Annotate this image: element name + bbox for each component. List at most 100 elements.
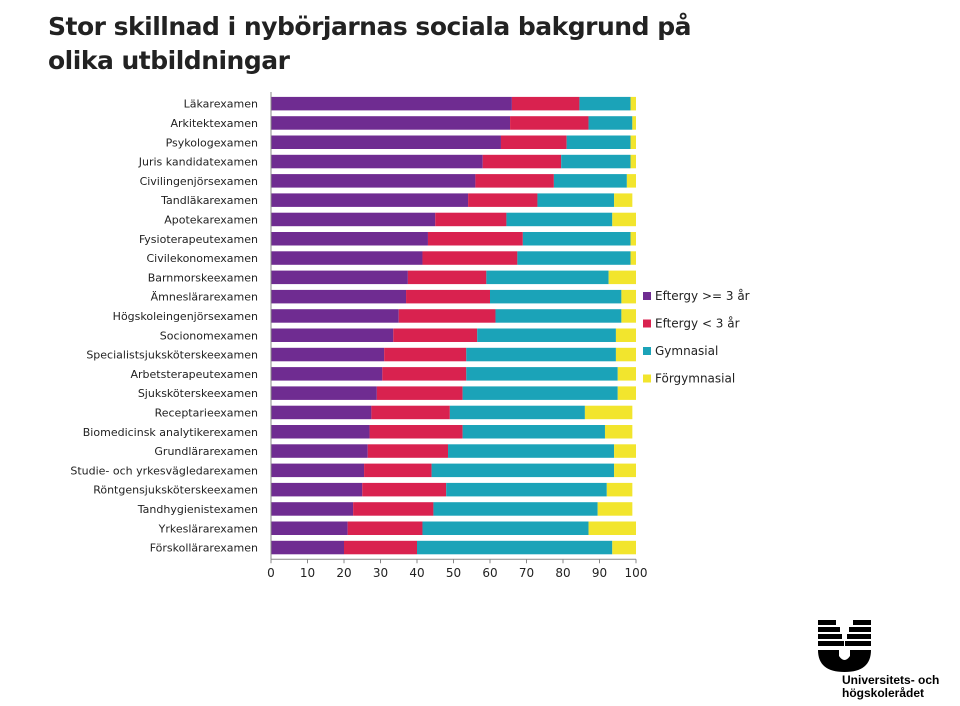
bar-segment-18-2 [369,425,463,439]
legend-label: Eftergy < 3 år [655,317,740,331]
bar-segment-2-2 [510,116,589,130]
bar-segment-5-3 [553,174,627,188]
bar-segment-24-4 [612,540,636,555]
bar-segment-7-2 [435,212,507,227]
category-label: Apotekarexamen [164,213,258,226]
bar-segment-13-3 [477,328,616,342]
bar-segment-1-1 [271,96,512,111]
legend-swatch [643,374,651,383]
x-tick-label: 40 [409,566,424,580]
category-label: Läkarexamen [184,98,258,111]
bar-segment-18-4 [604,425,633,439]
bar-segment-3-1 [271,135,501,149]
category-label: Specialistsjuksköterskeexamen [86,349,258,362]
logo-line-1: Universitets- och [842,673,940,687]
category-label: Studie- och yrkesvägledarexamen [70,464,258,477]
category-label: Civilingenjörsexamen [140,175,258,188]
bar-segment-17-1 [271,405,372,420]
bar-segment-21-4 [606,482,633,497]
bar-segment-21-3 [446,482,607,497]
bar-segment-3-2 [500,135,567,149]
bar-segment-19-4 [614,444,636,458]
bar-segment-21-2 [362,482,447,497]
bar-segment-9-4 [630,251,636,265]
category-label: Arkitektexamen [170,117,258,130]
bar-segment-13-4 [615,328,636,342]
logo-line-2: högskolerådet [842,686,925,700]
category-label: Tandläkarexamen [160,194,258,207]
category-label: Ämneslärarexamen [151,291,258,304]
bar-segment-24-1 [271,540,344,555]
x-tick-label: 50 [446,566,461,580]
bar-segment-17-4 [584,405,633,420]
legend-label: Gymnasial [655,344,718,358]
bar-segment-19-2 [367,444,449,458]
bar-segment-24-2 [344,540,417,555]
category-label: Tandhygienistexamen [137,503,258,516]
bar-segment-17-2 [371,405,450,420]
bar-segment-9-2 [422,251,518,265]
bar-segment-16-3 [462,386,618,400]
category-label: Förskollärarexamen [150,542,258,555]
bar-segment-4-1 [271,154,483,169]
bar-segment-3-3 [566,135,631,149]
x-tick-label: 80 [555,566,570,580]
bar-segment-23-1 [271,521,348,535]
bar-segment-12-1 [271,309,399,323]
bar-segment-23-4 [588,521,636,535]
bar-segment-8-1 [271,232,428,246]
x-tick-label: 60 [482,566,497,580]
legend-label: Förgymnasial [655,372,735,386]
bar-segment-14-3 [466,347,616,362]
bar-segment-20-3 [431,463,615,478]
legend-swatch [643,292,651,300]
bar-segment-2-4 [632,116,636,130]
category-label: Biomedicinsk analytikerexamen [83,426,258,439]
x-tick-label: 10 [300,566,315,580]
bar-segment-4-3 [561,154,631,169]
bar-segment-5-2 [475,174,554,188]
bar-segment-12-3 [495,309,622,323]
bar-segment-12-4 [621,309,636,323]
bar-segment-10-4 [608,270,636,285]
bar-segment-1-3 [579,96,631,111]
bar-segment-15-4 [617,367,636,381]
bar-segment-16-4 [617,386,636,400]
bar-segment-6-4 [614,193,633,207]
category-label: Socionomexamen [160,329,258,342]
bar-segment-18-3 [462,425,605,439]
bar-segment-13-2 [393,328,478,342]
bar-segment-5-1 [271,174,476,188]
bar-segment-9-3 [517,251,631,265]
bar-segment-20-4 [614,463,636,478]
category-label: Sjuksköterskeexamen [138,387,258,400]
bar-segment-19-1 [271,444,368,458]
bar-segment-3-4 [630,135,636,149]
bar-segment-13-1 [271,328,394,342]
uhr-logo-text: Universitets- och högskolerådet [842,674,939,700]
bar-segment-16-2 [376,386,463,400]
uhr-logo-icon [818,620,871,672]
bar-segment-1-2 [511,96,580,111]
bar-segment-4-4 [630,154,636,169]
bar-segment-6-1 [271,193,469,207]
bar-segment-18-1 [271,425,370,439]
x-tick-label: 0 [267,566,275,580]
bar-segment-14-2 [384,347,467,362]
bar-segment-22-4 [597,502,633,516]
bar-segment-15-3 [466,367,618,381]
x-tick-label: 30 [373,566,388,580]
x-tick-label: 100 [625,566,648,580]
bar-segment-14-1 [271,347,385,362]
bar-segment-19-3 [448,444,615,458]
bar-segment-14-4 [615,347,636,362]
category-label: Yrkeslärarexamen [158,522,258,535]
x-tick-label: 70 [519,566,534,580]
bar-segment-8-3 [522,232,631,246]
category-label: Högskoleingenjörsexamen [113,310,258,323]
bar-segment-20-1 [271,463,365,478]
category-labels: Läkarexamen Arkitektexamen Psykologexamen J… [70,98,258,555]
bar-segment-4-2 [482,154,562,169]
bar-segment-10-1 [271,270,408,285]
